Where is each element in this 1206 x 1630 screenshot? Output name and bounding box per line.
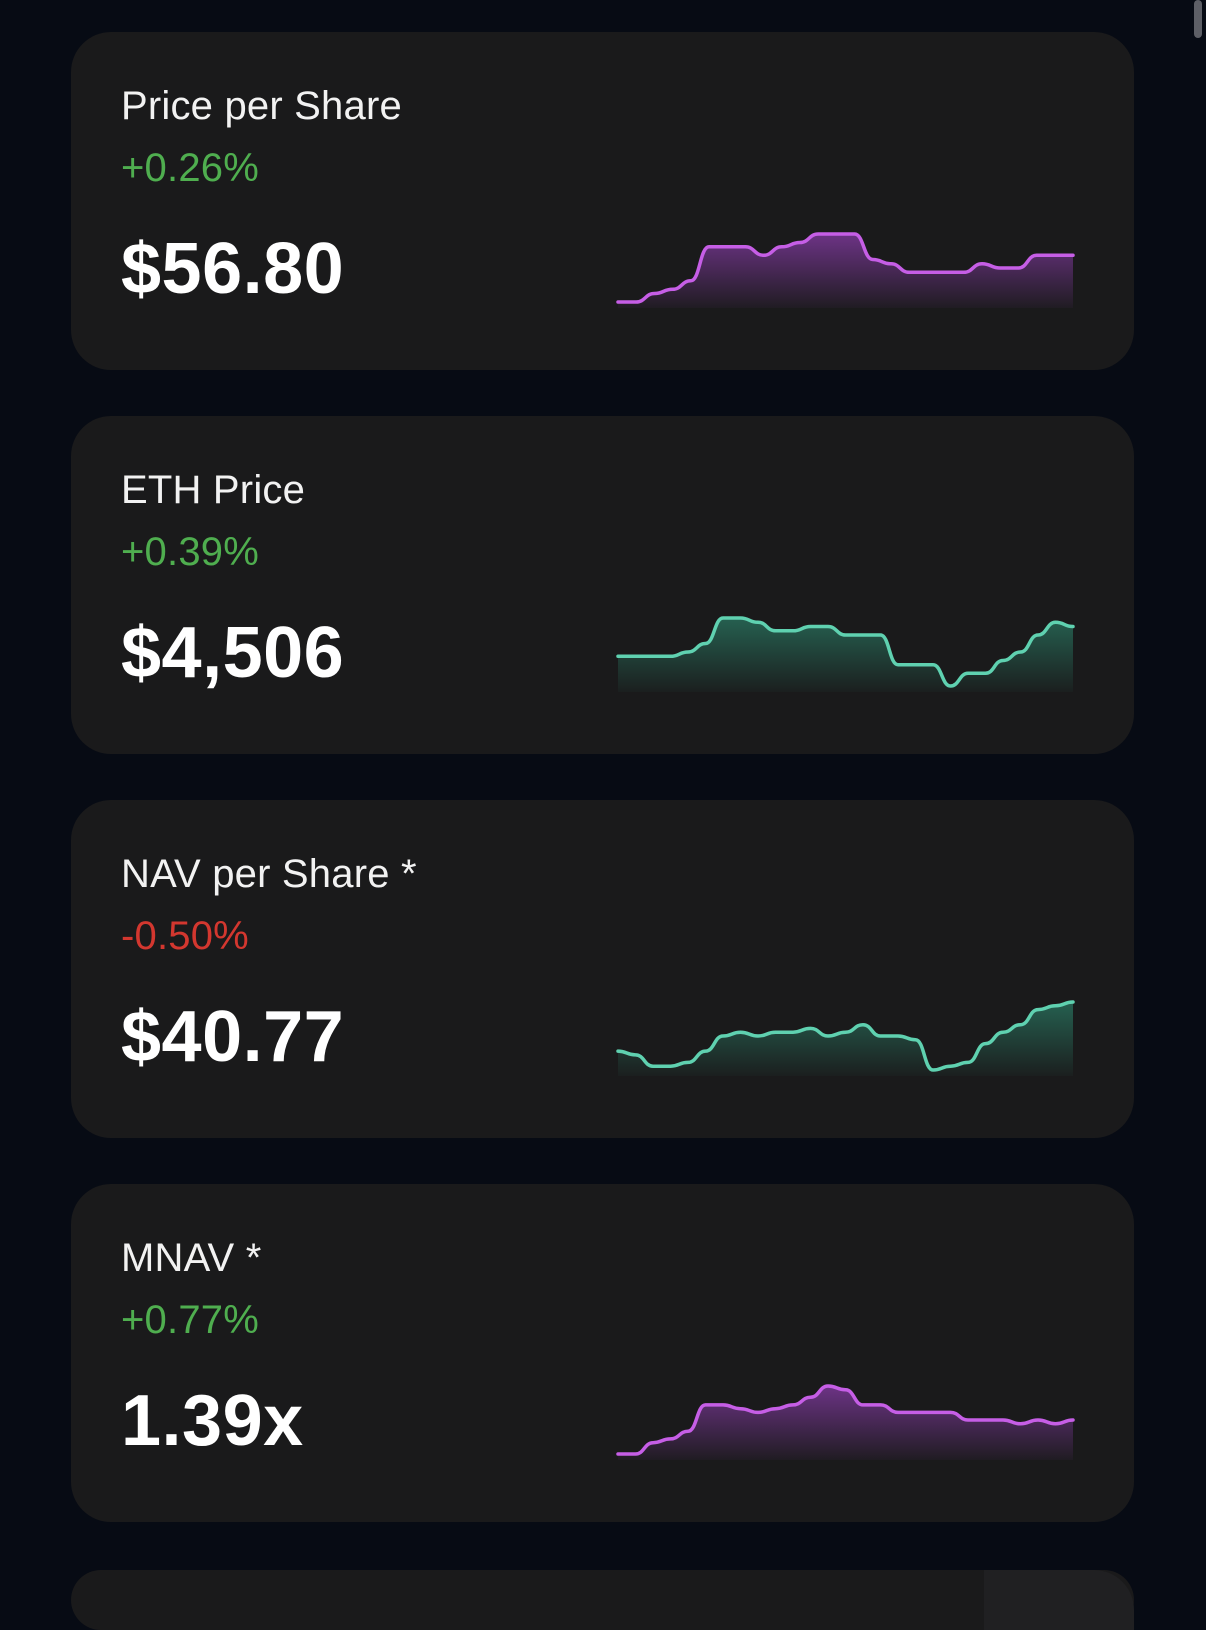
card-change: +0.39%	[121, 530, 259, 574]
sparkline-line	[616, 1000, 1075, 1072]
sparkline-line	[616, 1384, 1075, 1456]
sparkline-line	[616, 232, 1075, 304]
card-title: ETH Price	[121, 468, 306, 512]
card-partial-tab	[984, 1570, 1134, 1630]
card-value: $56.80	[121, 229, 345, 309]
sparkline	[616, 1384, 1075, 1460]
card-title: NAV per Share *	[121, 852, 417, 896]
card-title: Price per Share	[121, 84, 402, 128]
metric-card-eth-price[interactable]: ETH Price +0.39% $4,506	[71, 416, 1134, 754]
card-change: -0.50%	[121, 914, 249, 958]
sparkline	[616, 232, 1075, 308]
card-title: MNAV *	[121, 1236, 262, 1280]
metric-card-price-per-share[interactable]: Price per Share +0.26% $56.80	[71, 32, 1134, 370]
card-value: $40.77	[121, 997, 345, 1077]
metrics-card-list: Price per Share +0.26% $56.80 ETH Price …	[71, 32, 1134, 1568]
metric-card-mnav[interactable]: MNAV * +0.77% 1.39x	[71, 1184, 1134, 1522]
sparkline-area	[618, 618, 1073, 692]
metric-card-nav-per-share[interactable]: NAV per Share * -0.50% $40.77	[71, 800, 1134, 1138]
metric-card-partial[interactable]	[71, 1570, 1134, 1630]
card-value: $4,506	[121, 613, 345, 693]
sparkline-line	[616, 616, 1075, 688]
scrollbar-thumb[interactable]	[1194, 0, 1202, 38]
sparkline	[616, 1000, 1075, 1076]
card-change: +0.77%	[121, 1298, 259, 1342]
card-change: +0.26%	[121, 146, 259, 190]
card-value: 1.39x	[121, 1381, 304, 1461]
sparkline	[616, 616, 1075, 692]
sparkline-area	[618, 234, 1073, 308]
sparkline-area	[618, 1386, 1073, 1460]
sparkline-area	[618, 1002, 1073, 1076]
